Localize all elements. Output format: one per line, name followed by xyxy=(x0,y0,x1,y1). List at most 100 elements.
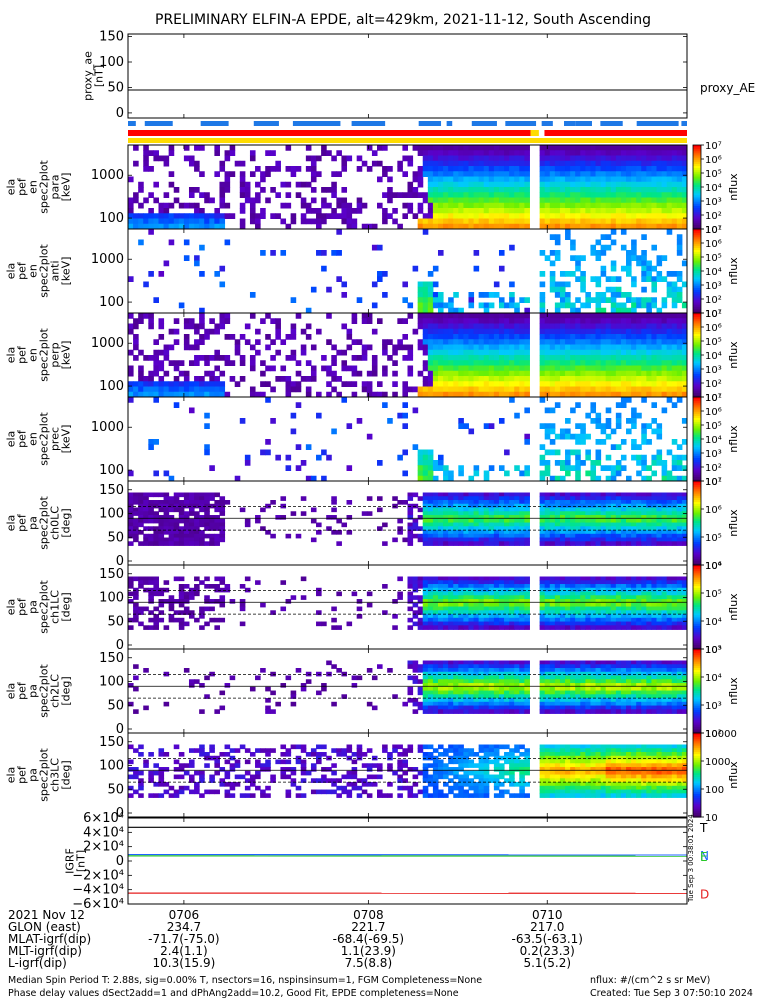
energy-spectrogram-en-anti-cell xyxy=(432,265,439,272)
pitch-angle-spectrogram-pa-ch0-cell xyxy=(458,518,464,524)
energy-spectrogram-en-perp-cell xyxy=(514,355,520,361)
energy-spectrogram-en-perp-cell xyxy=(539,355,546,361)
energy-spectrogram-en-perp-cell xyxy=(504,339,510,345)
energy-spectrogram-en-prec-cell xyxy=(422,475,429,482)
energy-spectrogram-en-para-cell xyxy=(173,187,180,193)
energy-spectrogram-en-perp-cell xyxy=(544,365,551,372)
energy-spectrogram-en-prec-cell xyxy=(554,449,561,456)
energy-spectrogram-en-anti-cell xyxy=(178,302,185,309)
energy-spectrogram-en-para-cell xyxy=(493,218,500,225)
energy-spectrogram-en-para-cell xyxy=(453,223,459,230)
pitch-angle-spectrogram-pa-ch1-cell xyxy=(483,587,490,593)
pitch-angle-spectrogram-pa-ch0-cell xyxy=(585,541,591,546)
energy-spectrogram-en-para-cell xyxy=(463,145,469,151)
energy-spectrogram-en-perp-cell xyxy=(620,339,627,345)
pitch-angle-spectrogram-pa-ch1-cell xyxy=(524,599,530,604)
pitch-angle-spectrogram-pa-ch0-cell xyxy=(468,496,475,501)
energy-spectrogram-en-perp-cell xyxy=(183,344,190,351)
energy-spectrogram-en-perp-cell xyxy=(214,349,220,356)
energy-spectrogram-en-perp-cell xyxy=(509,323,515,330)
pitch-angle-spectrogram-pa-ch1-cell xyxy=(397,595,403,600)
pitch-angle-spectrogram-pa-ch0-cell xyxy=(468,522,475,528)
energy-spectrogram-en-para-colorbar-cell xyxy=(693,172,701,175)
pitch-angle-spectrogram-pa-ch0-cell xyxy=(214,526,220,531)
pitch-angle-spectrogram-pa-ch1-cell xyxy=(178,587,185,593)
energy-spectrogram-en-perp-cell xyxy=(575,386,581,393)
energy-spectrogram-en-anti-cell xyxy=(417,302,424,309)
energy-spectrogram-en-para-cell xyxy=(148,192,154,198)
pitch-angle-spectrogram-pa-ch1-cell xyxy=(183,584,190,589)
pitch-angle-spectrogram-pa-ch1-cell xyxy=(143,580,149,585)
pitch-angle-spectrogram-pa-ch0-cell xyxy=(544,500,551,505)
pitch-angle-spectrogram-pa-ch1-cell xyxy=(580,610,586,615)
energy-spectrogram-en-perp-cell xyxy=(229,334,236,340)
energy-spectrogram-en-para-cell xyxy=(387,187,393,193)
pitch-angle-spectrogram-pa-ch1-cell xyxy=(631,625,637,630)
pitch-angle-spectrogram-pa-ch1-cell xyxy=(483,606,490,612)
pitch-angle-spectrogram-pa-ch1-cell xyxy=(504,580,510,585)
pitch-angle-spectrogram-pa-ch0-cell xyxy=(570,515,576,520)
pitch-angle-spectrogram-pa-ch0-cell xyxy=(188,518,195,524)
pitch-angle-spectrogram-pa-ch1-cell xyxy=(524,576,530,582)
energy-spectrogram-en-para-cell xyxy=(473,166,480,172)
energy-spectrogram-en-perp-cell xyxy=(443,386,449,393)
energy-spectrogram-en-perp-cell xyxy=(539,365,546,372)
energy-spectrogram-en-prec-cell xyxy=(549,475,556,482)
energy-spectrogram-en-para-cell xyxy=(437,218,444,225)
energy-spectrogram-en-para-cell xyxy=(585,181,591,188)
pitch-angle-spectrogram-pa-ch1-cell xyxy=(641,621,647,627)
energy-spectrogram-en-prec-cell xyxy=(321,449,327,456)
energy-spectrogram-en-prec-cell xyxy=(443,475,449,482)
energy-spectrogram-en-perp-cell xyxy=(183,318,190,324)
pitch-angle-spectrogram-pa-ch1-cell xyxy=(158,602,165,608)
pitch-angle-spectrogram-pa-ch1-cell xyxy=(651,621,658,627)
energy-spectrogram-en-perp-cell xyxy=(600,349,607,356)
energy-spectrogram-en-perp-cell xyxy=(585,355,591,361)
energy-spectrogram-en-para-cell xyxy=(305,208,312,214)
energy-spectrogram-en-perp-cell xyxy=(565,391,571,398)
energy-spectrogram-en-para-cell xyxy=(646,192,652,198)
pitch-angle-spectrogram-pa-ch1-cell xyxy=(158,610,165,615)
pitch-angle-spectrogram-pa-ch1-cell xyxy=(565,599,571,604)
energy-spectrogram-en-perp-cell xyxy=(371,365,378,372)
energy-spectrogram-en-prec-cell xyxy=(168,475,175,482)
pitch-angle-spectrogram-pa-ch0-cell xyxy=(163,522,170,528)
energy-spectrogram-en-perp-cell xyxy=(651,355,658,361)
energy-spectrogram-en-para-cell xyxy=(173,223,180,230)
energy-spectrogram-en-para-cell xyxy=(331,213,337,219)
energy-spectrogram-en-prec-cell xyxy=(402,423,408,429)
pitch-angle-spectrogram-pa-ch1-cell xyxy=(575,610,581,615)
energy-spectrogram-en-prec-colorbar-cell xyxy=(693,418,701,421)
energy-spectrogram-en-para-cell xyxy=(458,192,464,198)
pitch-angle-spectrogram-pa-ch1-cell xyxy=(539,591,546,597)
energy-spectrogram-en-perp-cell xyxy=(519,376,525,382)
energy-spectrogram-en-perp-cell xyxy=(554,328,561,335)
pitch-angle-spectrogram-pa-ch1-cell xyxy=(636,614,642,619)
pitch-angle-spectrogram-pa-ch0-colorbar-cell xyxy=(693,516,701,520)
pitch-angle-spectrogram-pa-ch1-cell xyxy=(514,599,520,604)
pitch-angle-spectrogram-pa-ch1-cell xyxy=(183,606,190,612)
pitch-angle-spectrogram-pa-ch0-cell xyxy=(590,492,597,498)
energy-spectrogram-en-perp-cell xyxy=(656,318,663,324)
energy-spectrogram-en-anti-cell xyxy=(437,302,444,309)
energy-spectrogram-en-para-cell xyxy=(559,145,566,151)
energy-spectrogram-en-para-cell xyxy=(570,181,576,188)
pitch-angle-spectrogram-pa-ch1-cell xyxy=(458,614,464,619)
energy-spectrogram-en-perp-cell xyxy=(473,386,480,393)
energy-spectrogram-en-para-cell xyxy=(138,223,144,230)
energy-spectrogram-en-perp-cell xyxy=(453,381,459,387)
energy-spectrogram-en-para-cell xyxy=(483,202,490,209)
energy-spectrogram-en-perp-cell xyxy=(224,360,231,366)
energy-spectrogram-en-perp-cell xyxy=(646,355,652,361)
energy-spectrogram-en-perp-cell xyxy=(595,313,602,319)
energy-spectrogram-en-perp-cell xyxy=(128,370,134,377)
pitch-angle-spectrogram-pa-ch1-cell xyxy=(631,617,637,623)
energy-spectrogram-en-anti-cell xyxy=(417,292,424,298)
energy-spectrogram-en-para-cell xyxy=(620,171,627,177)
pitch-angle-spectrogram-pa-ch0-cell xyxy=(641,533,647,539)
pitch-angle-spectrogram-pa-ch0-cell xyxy=(519,530,525,535)
energy-spectrogram-en-prec-cell xyxy=(554,460,561,466)
energy-spectrogram-en-perp-cell xyxy=(209,370,215,377)
energy-spectrogram-en-para-cell xyxy=(153,213,159,219)
energy-spectrogram-en-perp-cell xyxy=(605,344,612,351)
